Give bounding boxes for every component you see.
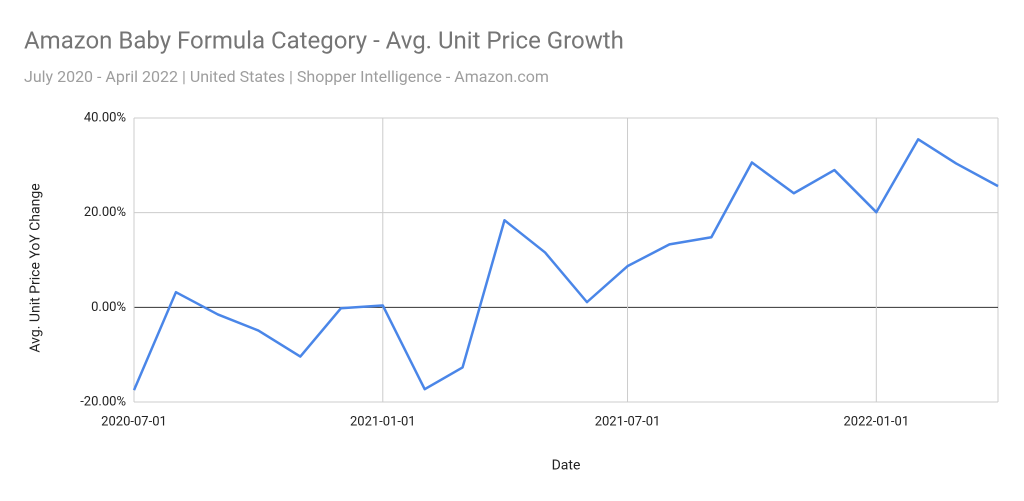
x-tick-label: 2021-07-01 [595, 414, 661, 429]
x-tick-label: 2020-07-01 [101, 414, 167, 429]
data-line [132, 138, 999, 391]
chart-subtitle: July 2020 - April 2022 | United States |… [24, 67, 549, 86]
y-tick-label: 0.00% [91, 300, 126, 315]
y-tick-label: -20.00% [80, 394, 126, 409]
y-tick-label: 20.00% [84, 205, 126, 220]
y-tick-label: 40.00% [84, 110, 126, 125]
y-axis-label: Avg. Unit Price YoY Change [28, 183, 44, 352]
x-tick-label: 2022-01-01 [843, 414, 909, 429]
chart-title: Amazon Baby Formula Category - Avg. Unit… [24, 26, 624, 54]
x-axis-label: Date [552, 458, 581, 474]
x-tick-label: 2021-01-01 [350, 414, 416, 429]
